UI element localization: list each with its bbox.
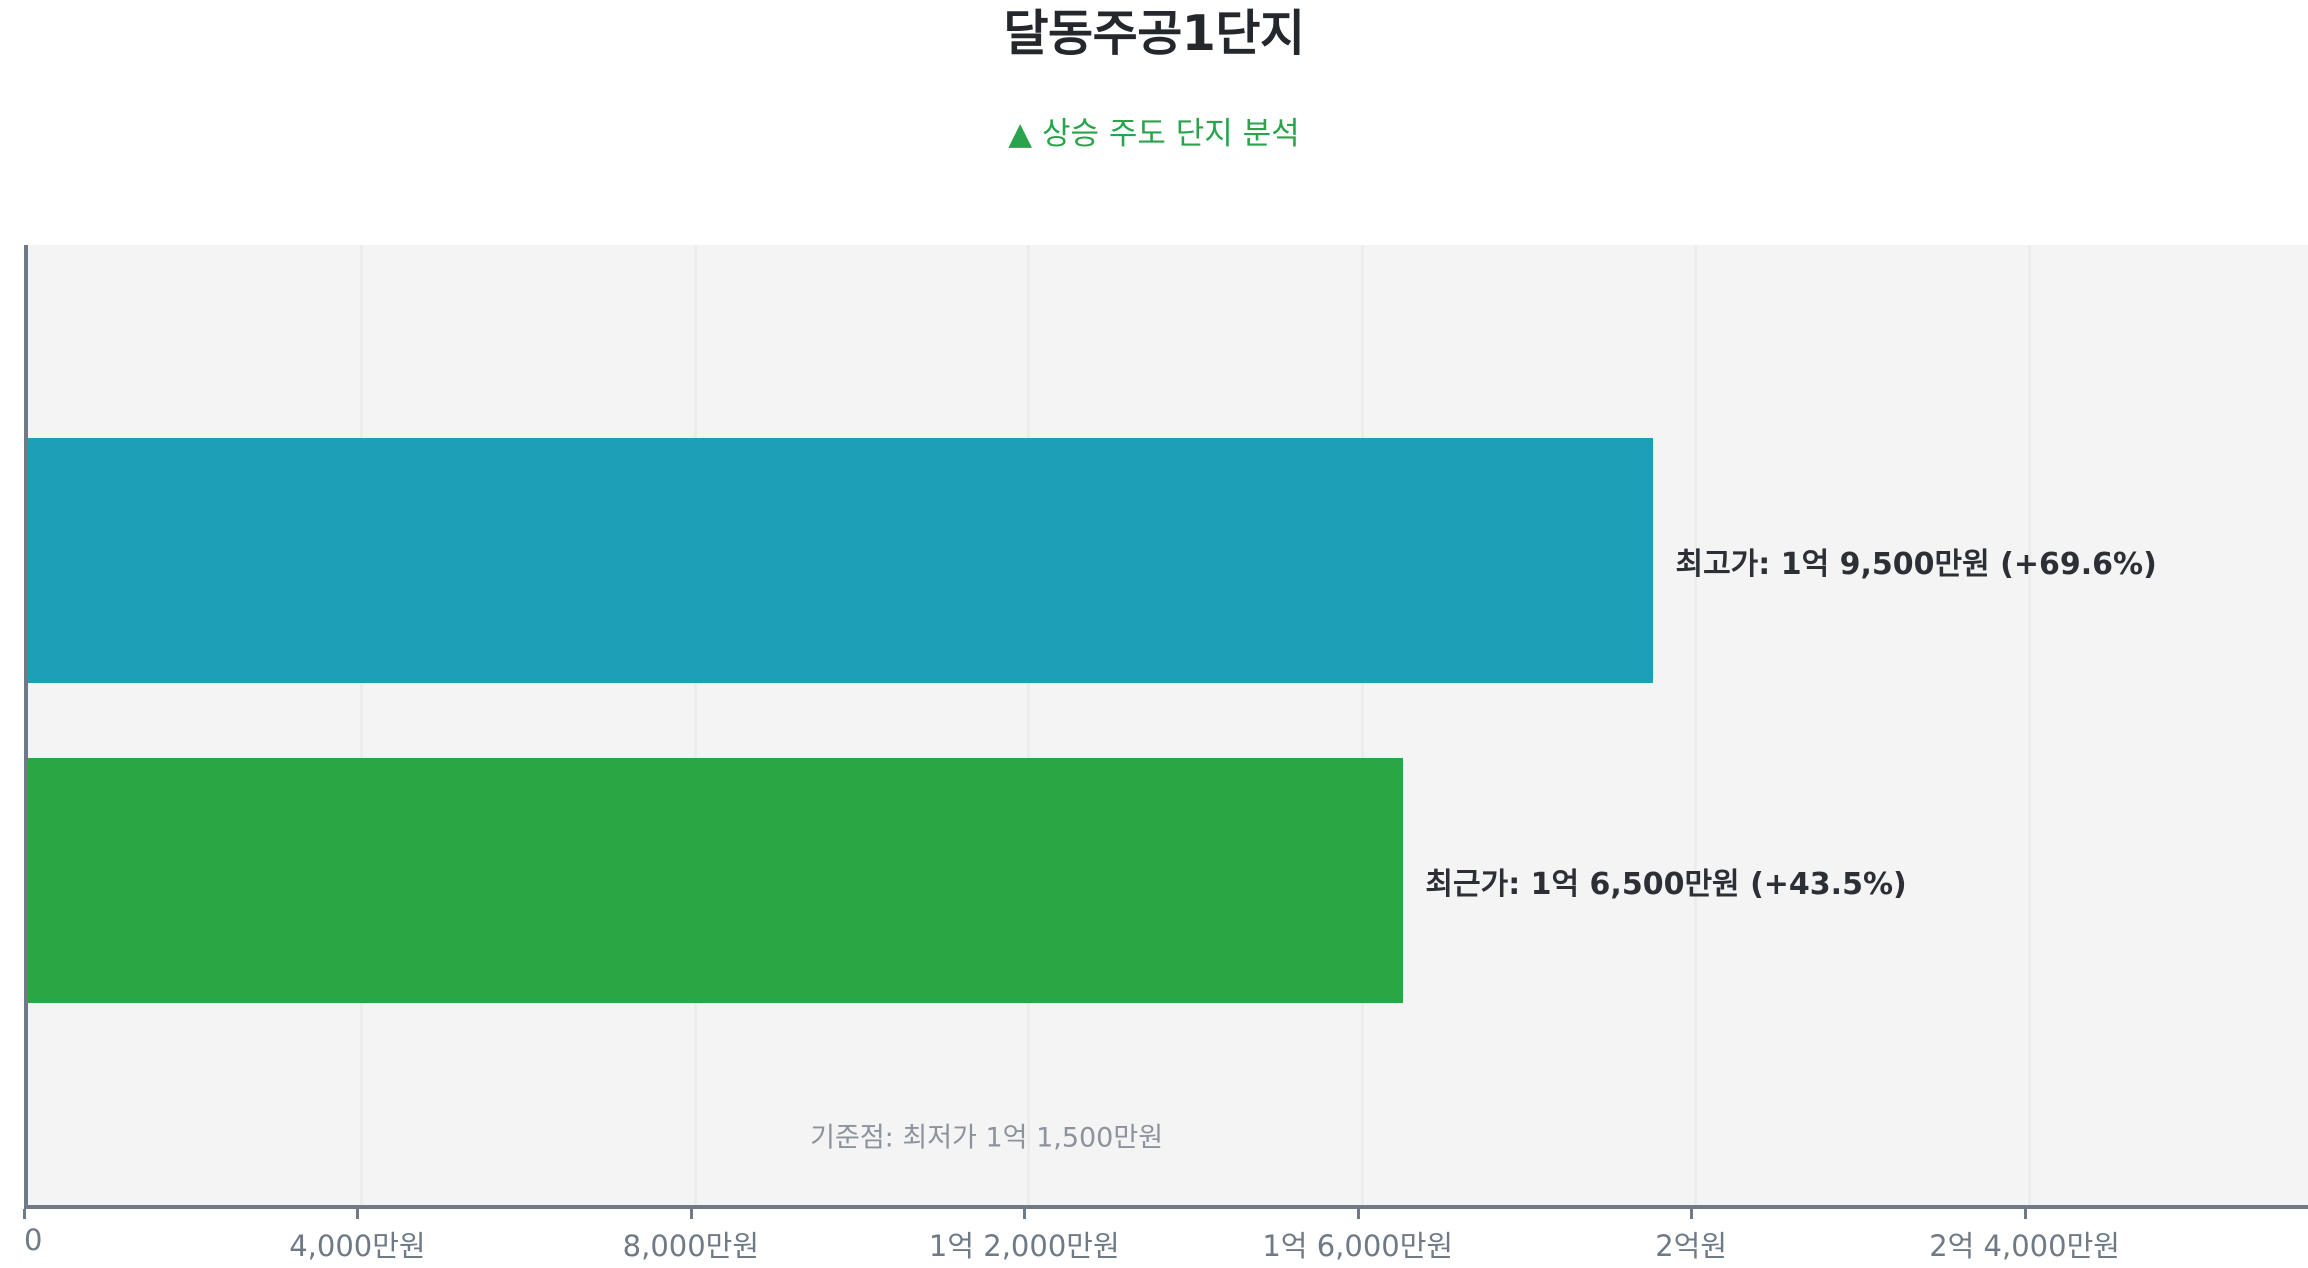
x-tick-mark [23, 1209, 26, 1219]
x-tick-label: 0 [24, 1223, 43, 1257]
plot-area: 최고가: 1억 9,500만원 (+69.6%) 최근가: 1억 6,500만원 … [24, 245, 2308, 1209]
x-tick-label: 2억 4,000만원 [1929, 1229, 2120, 1263]
chart-title: 달동주공1단지 [1003, 5, 1305, 62]
x-axis: 0 4,000만원 8,000만원 1억 2,000만원 1억 6,000만원 2억원 2억… [0, 1209, 2308, 1268]
bar-recent-price[interactable] [28, 758, 1404, 1003]
x-tick-label: 8,000만원 [622, 1229, 760, 1263]
chart-subtitle: ▲ 상승 주도 단지 분석 [1008, 116, 1300, 152]
x-tick-label: 1억 6,000만원 [1262, 1229, 1454, 1263]
x-tick-label: 2억원 [1655, 1229, 1728, 1263]
gridline [693, 245, 697, 1205]
x-tick-label: 4,000만원 [289, 1229, 426, 1263]
x-tick-mark [1023, 1209, 1027, 1219]
gridline [360, 245, 364, 1205]
gridline [1694, 245, 1698, 1205]
baseline-annotation: 기준점: 최저가 1억 1,500만원 [810, 1122, 1164, 1154]
gridline [1027, 245, 1031, 1205]
x-tick-mark [1356, 1209, 1360, 1219]
x-tick-label: 1억 2,000만원 [928, 1229, 1120, 1263]
gridlines [28, 245, 2308, 1205]
x-tick-mark [689, 1209, 693, 1219]
x-tick-mark [2023, 1209, 2027, 1219]
bar-value-label: 최근가: 1억 6,500만원 (+43.5%) [1425, 866, 1907, 902]
gridline [1360, 245, 1364, 1205]
gridline [2027, 245, 2031, 1205]
x-tick-mark [1690, 1209, 1694, 1219]
bar-highest-price[interactable] [28, 438, 1654, 683]
x-tick-mark [356, 1209, 360, 1219]
bar-value-label: 최고가: 1억 9,500만원 (+69.6%) [1675, 546, 2157, 582]
